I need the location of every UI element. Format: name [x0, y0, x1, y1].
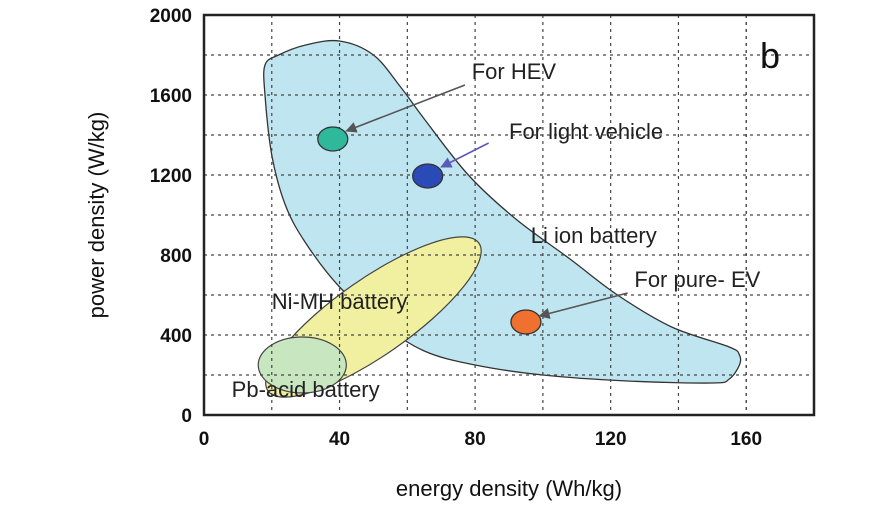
region-pb-acid-battery [257, 336, 347, 394]
arrow-for-light-vehicle [440, 142, 490, 168]
point-for-hev [317, 126, 349, 152]
y-tick-label: 800 [160, 246, 192, 267]
region-label-pb-acid-battery: Pb-acid battery [232, 377, 380, 402]
panel-label: b [760, 35, 780, 76]
y-tick-label: 1600 [150, 86, 192, 107]
y-tick-label: 1200 [150, 166, 192, 187]
arrow-for-pure-ev [538, 292, 628, 319]
plot-frame [202, 13, 816, 417]
x-axis-title: energy density (Wh/kg) [396, 476, 622, 501]
x-tick-label: 120 [595, 429, 627, 450]
region-label-li-ion-battery: Li ion battery [531, 223, 657, 248]
point-for-light-vehicle [412, 163, 444, 189]
y-axis-title: power density (W/kg) [84, 112, 109, 319]
annotations-layer: Li ion battery Ni-MH battery Pb-acid batte… [232, 59, 761, 402]
x-tick-label: 160 [730, 429, 762, 450]
point-for-pure-ev [510, 309, 542, 335]
regions-layer [257, 39, 742, 398]
x-tick-label: 40 [329, 429, 350, 450]
region-label-ni-mh-battery: Ni-MH battery [272, 289, 408, 314]
annotation-for-hev: For HEV [472, 59, 557, 84]
x-tick-label: 80 [465, 429, 486, 450]
y-tick-label: 0 [181, 406, 192, 427]
annotation-for-light-vehicle: For light vehicle [509, 119, 663, 144]
points-layer [317, 126, 542, 335]
y-tick-label: 2000 [150, 6, 192, 27]
annotation-for-pure-ev: For pure- EV [634, 267, 760, 292]
x-tick-label: 0 [199, 429, 210, 450]
arrow-for-hev [345, 84, 466, 133]
y-tick-label: 400 [160, 326, 192, 347]
